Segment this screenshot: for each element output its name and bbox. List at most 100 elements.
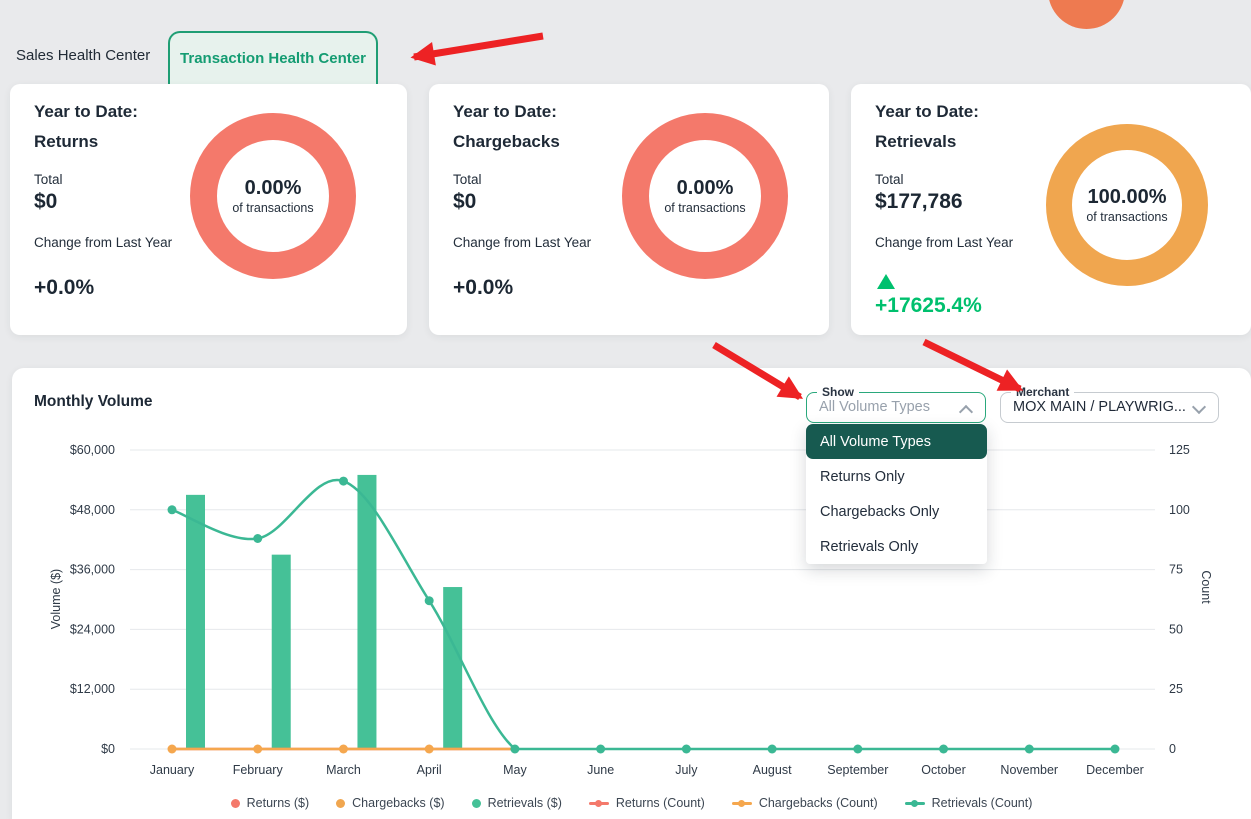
donut-percent: 0.00%: [244, 177, 302, 199]
legend-label: Chargebacks (Count): [758, 796, 878, 810]
tab-transaction-label: Transaction Health Center: [180, 50, 366, 67]
legend-line-marker: [731, 799, 752, 808]
legend-label: Retrievals (Count): [931, 796, 1033, 810]
month-label: December: [1086, 763, 1144, 777]
total-label: Total: [453, 172, 482, 187]
card-title: Year to Date:: [453, 102, 557, 121]
increase-triangle-icon: [877, 274, 895, 289]
legend-item[interactable]: Chargebacks ($): [336, 796, 445, 810]
card-metric: Retrievals: [875, 132, 957, 151]
month-label: January: [150, 763, 195, 777]
legend-label: Chargebacks ($): [352, 796, 445, 810]
menu-item-retrievals-only[interactable]: Retrievals Only: [820, 538, 919, 555]
point-retrievals-count-: [510, 744, 520, 754]
donut-caption: of transactions: [232, 201, 314, 215]
right-axis-tick: 125: [1169, 443, 1190, 457]
change-label: Change from Last Year: [34, 235, 173, 250]
legend-circle-marker: [336, 798, 346, 808]
chevron-up-icon: [958, 404, 974, 420]
legend-item[interactable]: Retrievals ($): [471, 796, 562, 810]
point-retrievals-count-: [253, 534, 263, 544]
show-select[interactable]: Show All Volume Types: [806, 385, 986, 423]
month-label: June: [587, 763, 614, 777]
tab-transaction-health-center[interactable]: Transaction Health Center: [168, 31, 378, 84]
bar-retrievals-: [271, 554, 291, 749]
card-metric: Chargebacks: [453, 132, 560, 151]
monthly-volume-chart: $60,000 125 $48,000 100 $36,000 75 $24,000 50 $1…: [70, 443, 1190, 777]
legend-label: Returns ($): [246, 796, 310, 810]
menu-item-returns-only[interactable]: Returns Only: [820, 468, 905, 485]
left-axis-tick: $0: [101, 742, 115, 756]
merchant-select[interactable]: Merchant MOX MAIN / PLAYWRIG...: [1000, 385, 1219, 423]
legend-item[interactable]: Returns ($): [230, 796, 310, 810]
point-retrievals-count-: [596, 744, 606, 754]
month-label: August: [753, 763, 792, 777]
legend-item[interactable]: Chargebacks (Count): [731, 796, 878, 810]
legend-circle-marker: [230, 798, 240, 808]
left-axis-tick: $24,000: [70, 622, 115, 636]
change-value: +17625.4%: [875, 294, 982, 317]
point-retrievals-count-: [338, 476, 348, 486]
total-value: $0: [34, 190, 58, 213]
point-chargebacks-count-: [338, 744, 348, 754]
bar-retrievals-: [443, 587, 463, 749]
chevron-down-icon: [1191, 399, 1207, 415]
card-title: Year to Date:: [875, 102, 979, 121]
point-retrievals-count-: [681, 744, 691, 754]
tab-sales-health-center[interactable]: Sales Health Center: [16, 47, 151, 64]
monthly-volume-panel: Monthly Volume $60,000 125 $48,000 100 $36,0…: [12, 368, 1251, 819]
avatar-circle[interactable]: [1048, 0, 1125, 29]
donut-caption: of transactions: [1086, 210, 1168, 224]
merchant-select-value: MOX MAIN / PLAYWRIG...: [1013, 399, 1186, 415]
right-axis-tick: 75: [1169, 563, 1183, 577]
donut-caption: of transactions: [664, 201, 746, 215]
ytd-returns-card: Year to Date: Returns Total $0 Change fr…: [10, 84, 407, 335]
point-chargebacks-count-: [424, 744, 434, 754]
legend-item[interactable]: Returns (Count): [588, 796, 705, 810]
right-axis-tick: 25: [1169, 682, 1183, 696]
change-value: +0.0%: [34, 276, 95, 299]
menu-item-all-volume-types[interactable]: All Volume Types: [806, 424, 987, 459]
month-label: March: [326, 763, 361, 777]
right-axis-label: Count: [1199, 570, 1213, 604]
card-title: Year to Date:: [34, 102, 138, 121]
donut-percent: 0.00%: [676, 177, 734, 199]
legend-line-marker: [904, 799, 925, 808]
legend-line-marker: [588, 799, 609, 808]
right-axis-tick: 50: [1169, 622, 1183, 636]
merchant-select-label: Merchant: [1011, 385, 1075, 399]
total-value: $177,786: [875, 190, 963, 213]
chargebacks-donut-chart: 0.00% of transactions: [622, 113, 788, 279]
left-axis-tick: $48,000: [70, 503, 115, 517]
bar-retrievals-: [357, 474, 377, 749]
legend-label: Returns (Count): [615, 796, 705, 810]
left-axis-tick: $12,000: [70, 682, 115, 696]
total-label: Total: [875, 172, 904, 187]
left-axis-label: Volume ($): [49, 568, 63, 630]
show-select-value: All Volume Types: [819, 399, 930, 415]
point-retrievals-count-: [767, 744, 777, 754]
month-label: November: [1000, 763, 1058, 777]
point-chargebacks-count-: [253, 744, 263, 754]
month-label: September: [827, 763, 888, 777]
legend-item[interactable]: Retrievals (Count): [904, 796, 1033, 810]
point-retrievals-count-: [1110, 744, 1120, 754]
point-chargebacks-count-: [167, 744, 177, 754]
month-label: May: [503, 763, 527, 777]
point-retrievals-count-: [1024, 744, 1034, 754]
change-label: Change from Last Year: [875, 235, 1014, 250]
menu-item-chargebacks-only[interactable]: Chargebacks Only: [820, 503, 940, 520]
month-label: July: [675, 763, 698, 777]
point-retrievals-count-: [939, 744, 949, 754]
show-select-label: Show: [817, 385, 859, 399]
total-value: $0: [453, 190, 477, 213]
ytd-retrievals-card: Year to Date: Retrievals Total $177,786 …: [851, 84, 1251, 335]
change-label: Change from Last Year: [453, 235, 592, 250]
ytd-chargebacks-card: Year to Date: Chargebacks Total $0 Chang…: [429, 84, 829, 335]
change-value: +0.0%: [453, 276, 514, 299]
legend-circle-marker: [471, 798, 481, 808]
bar-retrievals-: [186, 494, 205, 749]
total-label: Total: [34, 172, 63, 187]
left-axis-tick: $60,000: [70, 443, 115, 457]
